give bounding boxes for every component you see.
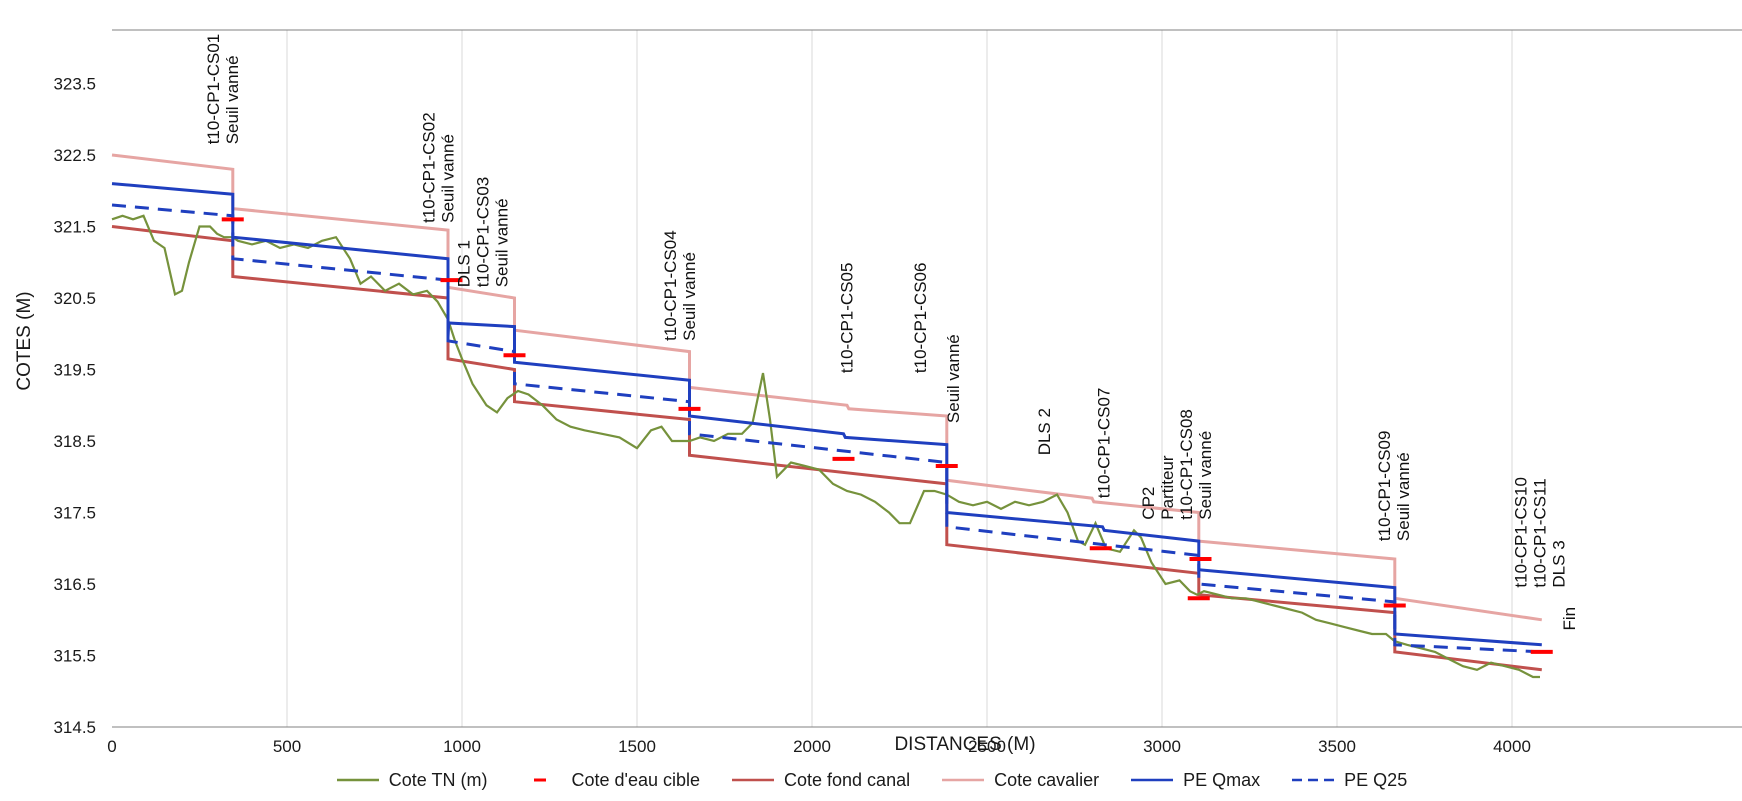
x-tick-label: 1500 bbox=[618, 737, 656, 756]
legend-label: PE Qmax bbox=[1183, 769, 1261, 790]
annotation-label: DLS 3 bbox=[1550, 540, 1569, 587]
legend-item: Cote TN (m) bbox=[335, 769, 488, 791]
y-tick-label: 315.5 bbox=[53, 647, 96, 666]
x-tick-label: 2500 bbox=[968, 737, 1006, 756]
annotation-group: DLS 1 t10-CP1-CS03 Seuil vanné bbox=[455, 177, 512, 288]
annotation-label: Seuil vanné bbox=[944, 334, 963, 423]
annotation-label: DLS 2 bbox=[1035, 408, 1054, 455]
annotation-label: t10-CP1-CS04 bbox=[661, 230, 680, 341]
legend-label: Cote cavalier bbox=[994, 769, 1100, 790]
x-tick-label: 1000 bbox=[443, 737, 481, 756]
annotation-label: t10-CP1-CS11 bbox=[1531, 478, 1550, 587]
y-tick-label: 319.5 bbox=[53, 361, 96, 380]
y-tick-label: 317.5 bbox=[53, 504, 96, 523]
legend-swatch bbox=[1131, 778, 1174, 782]
legend-item: Cote d'eau cible bbox=[517, 770, 700, 791]
legend-swatch bbox=[1292, 778, 1335, 782]
x-tick-label: 3500 bbox=[1318, 737, 1356, 756]
x-tick-label: 500 bbox=[273, 737, 301, 756]
annotation-label: Partiteur bbox=[1158, 455, 1177, 520]
annotation-group: Fin bbox=[1560, 607, 1579, 631]
legend-item: Cote fond canal bbox=[730, 770, 910, 791]
annotation-label: t10-CP1-CS02 bbox=[419, 112, 438, 223]
x-axis-title: DISTANCES (M) bbox=[894, 734, 1035, 755]
annotation-group: t10-CP1-CS02 Seuil vanné bbox=[419, 112, 457, 223]
annotation-group: t10-CP1-CS10 t10-CP1-CS11 DLS 3 bbox=[1512, 477, 1569, 588]
annotation-group: DLS 2 bbox=[1035, 408, 1054, 455]
annotation-label: t10-CP1-CS06 bbox=[911, 263, 930, 374]
y-tick-label: 316.5 bbox=[53, 575, 96, 594]
annotation-label: Seuil vanné bbox=[1196, 431, 1215, 520]
legend-item: Cote cavalier bbox=[940, 770, 1099, 791]
annotation-label: t10-CP1-CS07 bbox=[1095, 388, 1114, 499]
legend-label: Cote TN (m) bbox=[388, 769, 488, 790]
annotation-group: Seuil vanné bbox=[944, 334, 963, 423]
annotation-label: Seuil vanné bbox=[223, 55, 242, 144]
annotation-label: DLS 1 bbox=[455, 240, 474, 287]
series-cote-cavalier-line bbox=[111, 153, 1543, 622]
x-tick-label: 0 bbox=[107, 737, 116, 756]
annotation-label: Seuil vanné bbox=[680, 252, 699, 341]
grid bbox=[286, 30, 1513, 727]
annotation-label: Seuil vanné bbox=[1394, 452, 1413, 541]
y-tick-label: 320.5 bbox=[53, 289, 96, 308]
legend: Cote TN (m) Cote d'eau cible Cote fond can… bbox=[0, 764, 1742, 796]
legend-swatch bbox=[336, 778, 379, 782]
legend-item: PE Q25 bbox=[1290, 770, 1407, 791]
series-cote-fond-canal-line bbox=[111, 225, 1542, 672]
annotation-label: Seuil vanné bbox=[493, 198, 512, 287]
annotation-group: t10-CP1-CS06 bbox=[911, 263, 930, 374]
legend-label: PE Q25 bbox=[1344, 769, 1408, 790]
legend-swatch bbox=[732, 778, 774, 782]
annotation-label: t10-CP1-CS05 bbox=[837, 263, 856, 374]
annotation-label: t10-CP1-CS09 bbox=[1375, 431, 1394, 542]
series-layer bbox=[111, 153, 1553, 679]
annotation-group: t10-CP1-CS04 Seuil vanné bbox=[661, 230, 699, 341]
y-tick-label: 323.5 bbox=[53, 75, 96, 94]
annotation-label: t10-CP1-CS08 bbox=[1177, 409, 1196, 520]
annotation-group: t10-CP1-CS07 bbox=[1095, 388, 1114, 499]
annotation-group: CP2 Partiteur t10-CP1-CS08 Seuil vanné bbox=[1139, 409, 1215, 520]
legend-item: PE Qmax bbox=[1129, 770, 1260, 791]
y-tick-label: 321.5 bbox=[53, 218, 96, 237]
annotation-label: t10-CP1-CS10 bbox=[1512, 477, 1531, 588]
y-tick-label: 314.5 bbox=[53, 718, 96, 737]
series-pe-q25-line bbox=[111, 203, 1542, 654]
axes: 0 500 1000 1500 2000 2500 3000 3500 4000 314.5 315… bbox=[53, 29, 1742, 756]
legend-label: Cote d'eau cible bbox=[571, 769, 700, 790]
annotation-group: t10-CP1-CS09 Seuil vanné bbox=[1375, 431, 1413, 542]
legend-swatch bbox=[942, 778, 985, 782]
y-tick-label: 318.5 bbox=[53, 432, 96, 451]
legend-swatch bbox=[534, 778, 547, 782]
series-pe-qmax-line bbox=[111, 182, 1542, 647]
x-tick-label: 4000 bbox=[1493, 737, 1531, 756]
y-tick-label: 322.5 bbox=[53, 146, 96, 165]
annotation-group: t10-CP1-CS05 bbox=[837, 263, 856, 374]
x-tick-label: 3000 bbox=[1143, 737, 1181, 756]
annotation-label: Fin bbox=[1560, 607, 1579, 631]
annotation-label: t10-CP1-CS01 bbox=[204, 34, 223, 145]
annotation-group: t10-CP1-CS01 Seuil vanné bbox=[204, 34, 242, 145]
y-axis-title: COTES (M) bbox=[14, 291, 35, 390]
x-tick-label: 2000 bbox=[793, 737, 831, 756]
legend-label: Cote fond canal bbox=[784, 769, 911, 790]
annotation-label: CP2 bbox=[1139, 487, 1158, 520]
annotation-label: t10-CP1-CS03 bbox=[474, 177, 493, 288]
annotation-label: Seuil vanné bbox=[438, 134, 457, 223]
